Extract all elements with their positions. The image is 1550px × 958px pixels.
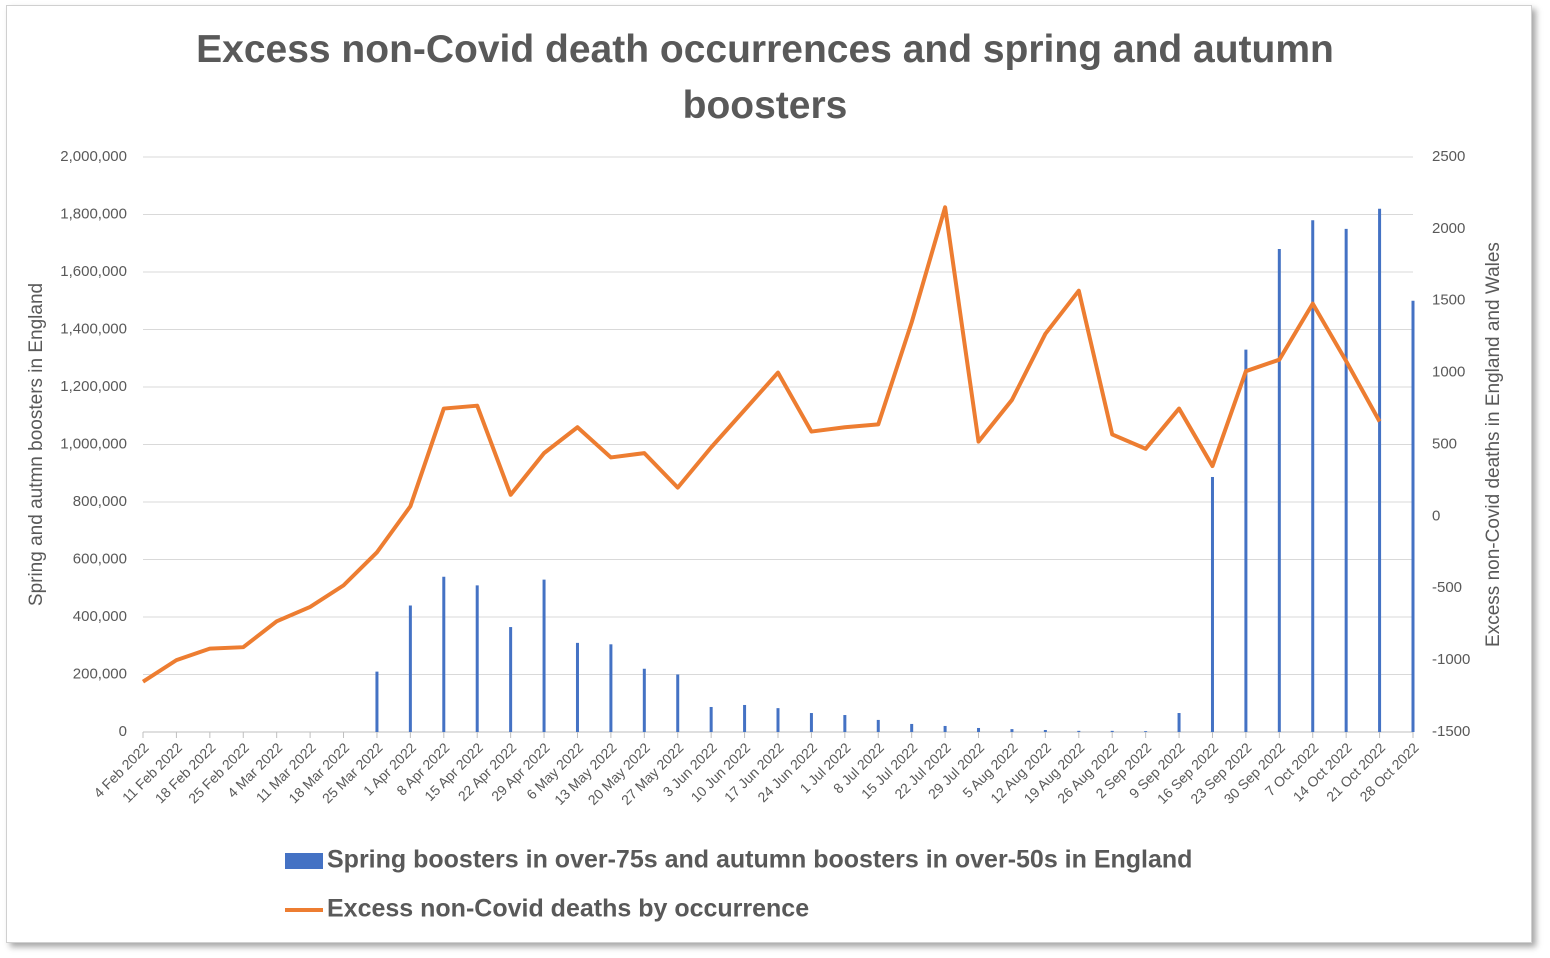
bar <box>709 706 713 732</box>
y2-tick-label: 1000 <box>1432 364 1465 381</box>
y-tick-label: 200,000 <box>73 665 127 682</box>
bar <box>1110 730 1114 732</box>
y2-tick-label: 2500 <box>1432 148 1465 165</box>
y-tick-label: 800,000 <box>73 493 127 510</box>
y2-tick-label: 2000 <box>1432 220 1465 237</box>
y-axis-title: Spring and autmn boosters in England <box>26 283 47 606</box>
y-tick-label: 1,200,000 <box>60 378 127 395</box>
y2-tick-label: 0 <box>1432 507 1440 524</box>
bar <box>1244 349 1248 732</box>
bar <box>1277 249 1281 732</box>
bar <box>1010 729 1014 732</box>
bar <box>575 642 579 732</box>
bar <box>375 671 379 732</box>
bar <box>843 715 847 732</box>
chart-title: Excess non-Covid death occurrences and s… <box>196 28 1334 127</box>
line <box>141 205 1382 684</box>
bar <box>1344 228 1348 732</box>
y-tick-label: 400,000 <box>73 608 127 625</box>
y-tick-label: 1,000,000 <box>60 435 127 452</box>
bar <box>977 727 981 732</box>
bar <box>676 674 680 732</box>
bar <box>1077 730 1081 732</box>
bar <box>1311 220 1315 732</box>
y2-tick-label: -1000 <box>1432 651 1470 668</box>
chart-frame <box>6 5 1532 943</box>
bar <box>642 668 646 732</box>
bar <box>442 576 446 732</box>
y2-tick-label: -500 <box>1432 579 1462 596</box>
legend-swatch <box>285 853 323 869</box>
y-tick-label: 1,400,000 <box>60 320 127 337</box>
y2-tick-label: -1500 <box>1432 723 1470 740</box>
bar <box>1411 300 1415 732</box>
bar <box>1177 713 1181 732</box>
y-tick-label: 600,000 <box>73 550 127 567</box>
y2-tick-label: 500 <box>1432 435 1457 452</box>
bar <box>408 605 412 732</box>
bar <box>776 708 780 732</box>
y2-tick-label: 1500 <box>1432 292 1465 309</box>
y2-axis-title: Excess non-Covid deaths in England and W… <box>1483 242 1504 647</box>
bar <box>876 719 880 732</box>
bar <box>1210 476 1214 732</box>
bar <box>943 725 947 732</box>
bar <box>1043 729 1047 732</box>
bar <box>809 713 813 732</box>
bar <box>542 579 546 732</box>
bar <box>475 585 479 732</box>
y-tick-label: 0 <box>119 723 127 740</box>
y-tick-label: 2,000,000 <box>60 148 127 165</box>
bar <box>609 644 613 732</box>
y-tick-label: 1,800,000 <box>60 205 127 222</box>
bar <box>910 723 914 732</box>
legend-label: Spring boosters in over-75s and autumn b… <box>327 846 1192 874</box>
y-tick-label: 1,600,000 <box>60 263 127 280</box>
bar <box>1144 731 1148 732</box>
bar <box>509 627 513 732</box>
bar <box>1378 208 1382 732</box>
bar <box>743 704 747 732</box>
legend-label: Excess non-Covid deaths by occurrence <box>327 895 809 923</box>
